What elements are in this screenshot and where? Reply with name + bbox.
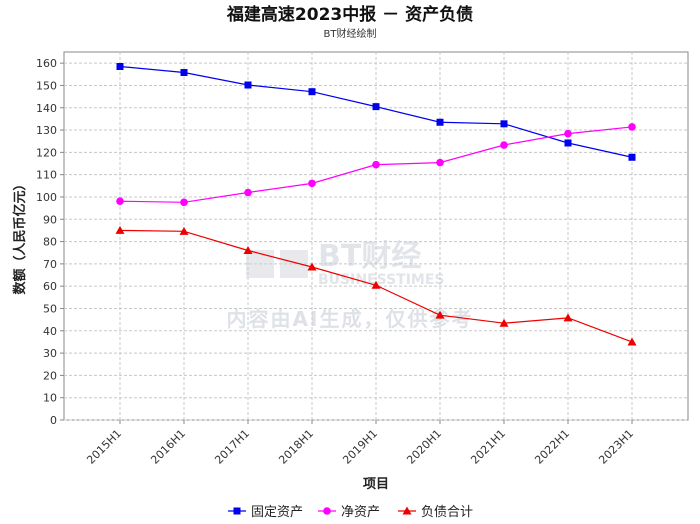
y-tick-label: 20 <box>43 369 57 382</box>
watermark-brand: BT财经 <box>318 239 421 274</box>
x-tick-label: 2017H1 <box>212 427 252 467</box>
watermark-brand-en: BUSINESSTIMES <box>318 272 445 288</box>
y-tick-label: 100 <box>36 191 57 204</box>
y-tick-label: 50 <box>43 302 57 315</box>
chart-title: 福建高速2023中报 － 资产负债 <box>226 4 473 25</box>
x-tick-label: 2018H1 <box>276 427 316 467</box>
data-point <box>244 188 252 197</box>
series-1 <box>116 62 636 161</box>
data-point <box>372 160 380 169</box>
x-tick-label: 2020H1 <box>404 427 444 467</box>
x-axis-ticks: 2015H1 2016H1 2017H1 2018H1 2019H1 2020H1 2021… <box>84 420 636 467</box>
y-tick-label: 30 <box>43 347 57 360</box>
series-3 <box>115 225 637 346</box>
data-point <box>564 139 572 147</box>
legend-marker <box>233 507 241 515</box>
data-point <box>499 318 509 327</box>
y-tick-label: 0 <box>50 414 57 427</box>
y-tick-label: 90 <box>43 213 57 226</box>
legend-item: 负债合计 <box>398 505 473 520</box>
y-axis-ticks: 0 10 20 30 40 50 60 70 80 90 100 110 120 130 140 150 160 <box>36 57 64 427</box>
data-point <box>115 225 125 234</box>
y-axis-label: 数额（人民币亿元） <box>12 177 28 294</box>
y-tick-label: 80 <box>43 236 57 249</box>
y-tick-label: 130 <box>36 124 57 137</box>
data-point <box>116 62 124 70</box>
data-point <box>500 120 508 128</box>
x-tick-label: 2023H1 <box>596 427 636 467</box>
data-point <box>435 310 445 319</box>
x-tick-label: 2019H1 <box>340 427 380 467</box>
data-point <box>436 158 444 167</box>
legend-item: 固定资产 <box>228 505 303 520</box>
y-tick-label: 120 <box>36 146 57 159</box>
watermark-logo-icon <box>246 250 274 278</box>
data-point <box>436 118 444 126</box>
legend-label: 固定资产 <box>251 505 303 520</box>
data-point <box>627 337 637 346</box>
data-point <box>500 141 508 149</box>
series-group <box>115 62 637 346</box>
data-point <box>307 262 317 271</box>
y-tick-label: 110 <box>36 169 57 182</box>
data-point <box>179 226 189 235</box>
x-tick-label: 2022H1 <box>532 427 572 467</box>
legend-label: 净资产 <box>341 505 380 520</box>
x-tick-label: 2015H1 <box>84 427 124 467</box>
data-point <box>371 280 381 289</box>
y-tick-label: 40 <box>43 325 57 338</box>
data-point <box>628 123 636 131</box>
legend-item: 净资产 <box>318 505 380 520</box>
data-point <box>628 153 636 161</box>
x-tick-label: 2016H1 <box>148 427 188 467</box>
y-tick-label: 70 <box>43 258 57 271</box>
data-point <box>244 81 252 89</box>
data-point <box>243 245 253 254</box>
chart-subtitle: BT财经绘制 <box>324 27 377 40</box>
data-point <box>563 313 573 322</box>
watermark-logo-icon-2 <box>280 250 308 278</box>
y-tick-label: 60 <box>43 280 57 293</box>
y-tick-label: 150 <box>36 79 57 92</box>
x-tick-label: 2021H1 <box>468 427 508 467</box>
legend-marker <box>323 507 331 515</box>
watermark-notice: 内容由AI生成，仅供参考 <box>227 307 474 331</box>
series-2 <box>116 123 636 207</box>
data-point <box>180 198 188 207</box>
y-tick-label: 140 <box>36 102 57 115</box>
data-point <box>180 69 188 77</box>
data-point <box>116 197 124 206</box>
data-point <box>564 129 572 138</box>
data-point <box>308 88 316 96</box>
data-point <box>372 103 380 111</box>
y-tick-label: 160 <box>36 57 57 70</box>
data-point <box>308 179 316 188</box>
x-axis-label: 项目 <box>363 477 389 492</box>
y-tick-label: 10 <box>43 392 57 405</box>
legend: 固定资产 净资产 负债合计 <box>228 505 473 520</box>
legend-marker <box>402 506 412 515</box>
legend-label: 负债合计 <box>421 505 473 520</box>
